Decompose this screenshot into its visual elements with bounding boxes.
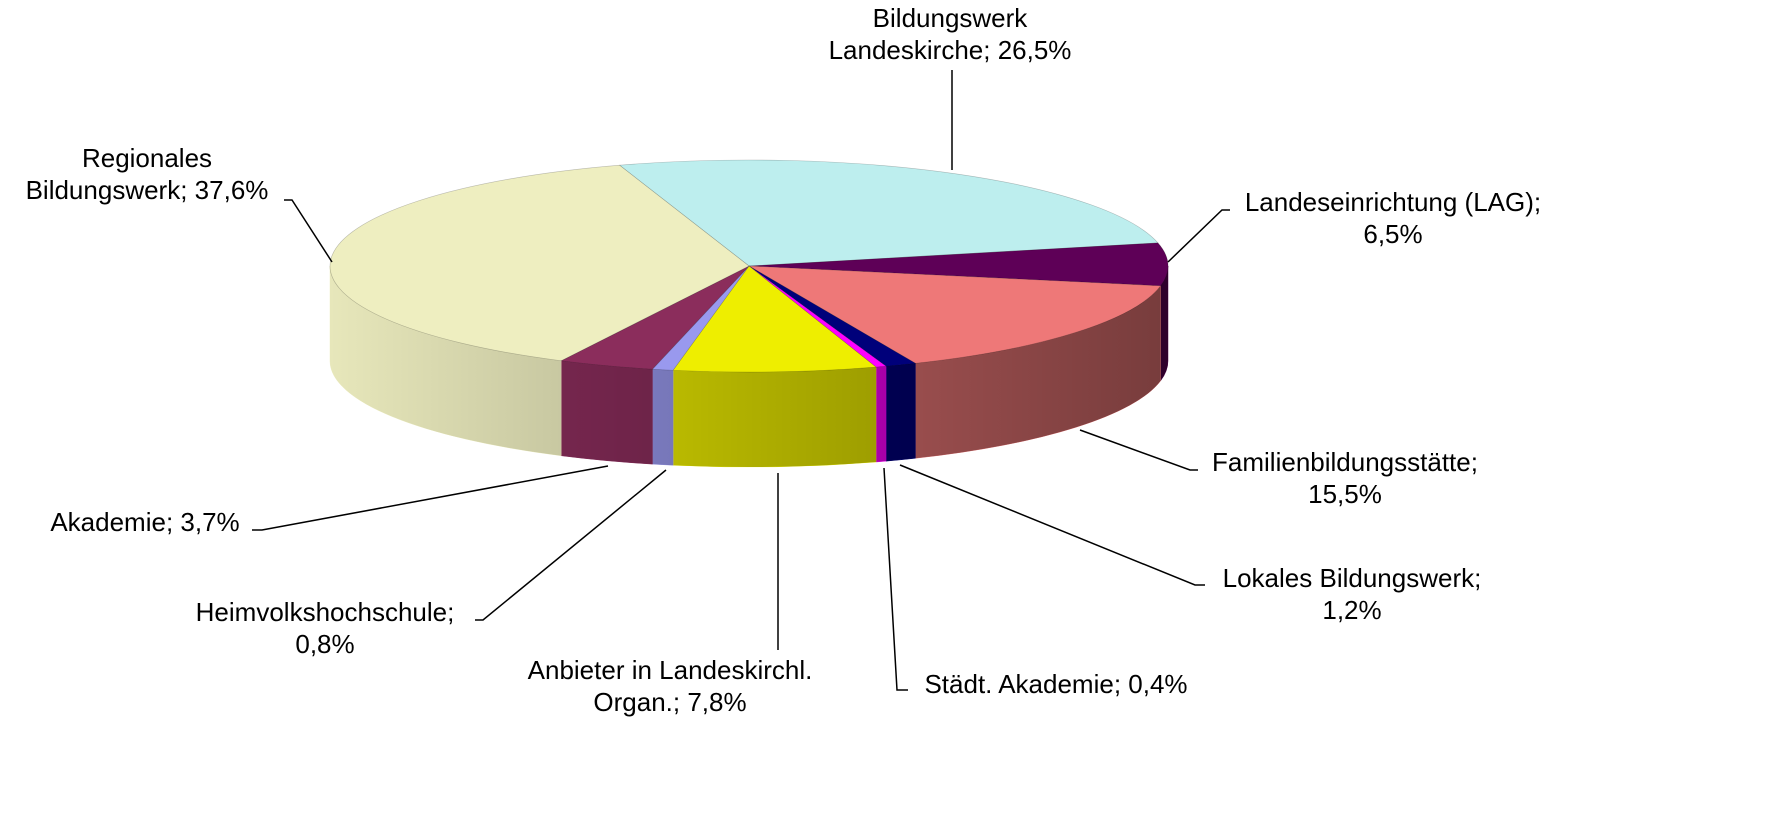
data-label: Regionales Bildungswerk; 37,6% — [2, 142, 292, 206]
leader-line — [1167, 209, 1230, 263]
separator: ; — [180, 175, 195, 205]
data-label: Familienbildungsstätte; 15,5% — [1195, 446, 1495, 510]
data-label: Akademie; 3,7% — [30, 506, 260, 538]
category: Landeseinrichtung (LAG) — [1244, 187, 1534, 217]
value-label: 26,5% — [997, 35, 1072, 65]
data-label: Anbieter in Landeskirchl. Organ.; 7,8% — [505, 654, 835, 718]
value-label: 3,7% — [180, 507, 240, 537]
slice — [618, 159, 1159, 267]
separator: ; — [447, 597, 462, 627]
side-shade — [915, 285, 1161, 459]
pie-sides — [329, 265, 1169, 468]
category: Familienbildungsstätte — [1212, 447, 1471, 477]
separator: ; — [1474, 563, 1489, 593]
value-label: 0,4% — [1128, 669, 1188, 699]
separator: ; — [672, 687, 688, 717]
leader-line — [475, 469, 667, 621]
side-shade — [885, 363, 916, 462]
side-shade — [330, 266, 562, 456]
leader-line — [284, 199, 333, 263]
data-label: Städt. Akademie; 0,4% — [896, 668, 1216, 700]
data-label: Bildungswerk Landeskirche; 26,5% — [800, 2, 1100, 66]
slice — [748, 242, 1169, 287]
value-label: 1,2% — [1322, 595, 1382, 625]
value-label: 6,5% — [1363, 219, 1423, 249]
data-label: Landeseinrichtung (LAG); 6,5% — [1221, 186, 1566, 250]
data-label: Lokales Bildungswerk; 1,2% — [1202, 562, 1502, 626]
value-label: 7,8% — [687, 687, 747, 717]
value-label: 37,6% — [194, 175, 269, 205]
slice — [560, 265, 750, 370]
separator: ; — [983, 35, 998, 65]
slice — [748, 265, 887, 368]
separator: ; — [1470, 447, 1486, 477]
side-shade — [561, 360, 653, 465]
category: Anbieter in Landeskirchl. Organ. — [527, 655, 820, 717]
separator: ; — [165, 507, 181, 537]
separator: ; — [1533, 187, 1549, 217]
value-label: 0,8% — [295, 629, 355, 659]
leader-line — [252, 465, 609, 531]
leader-line — [899, 464, 1205, 586]
data-label: Heimvolkshochschule; 0,8% — [175, 596, 475, 660]
category: Lokales Bildungswerk — [1222, 563, 1475, 593]
side-shade — [875, 366, 886, 463]
pie-tops — [329, 159, 1169, 373]
slice — [651, 265, 750, 371]
value-label: 15,5% — [1308, 479, 1382, 509]
side-shade — [1160, 266, 1168, 381]
category: Regionales Bildungswerk — [25, 143, 220, 205]
category: Städt. Akademie — [924, 669, 1114, 699]
side-shade — [652, 369, 674, 466]
slice — [672, 265, 877, 373]
slice — [748, 265, 1162, 364]
slice — [329, 164, 750, 362]
separator: ; — [1113, 669, 1129, 699]
leader-line — [1079, 429, 1198, 471]
slice — [748, 265, 917, 367]
category: Akademie — [50, 507, 166, 537]
category: Bildungswerk Landeskirche — [828, 3, 1035, 65]
category: Heimvolkshochschule — [195, 597, 448, 627]
side-shade — [673, 367, 876, 467]
leader-line — [883, 467, 908, 691]
leader-lines — [252, 70, 1230, 691]
